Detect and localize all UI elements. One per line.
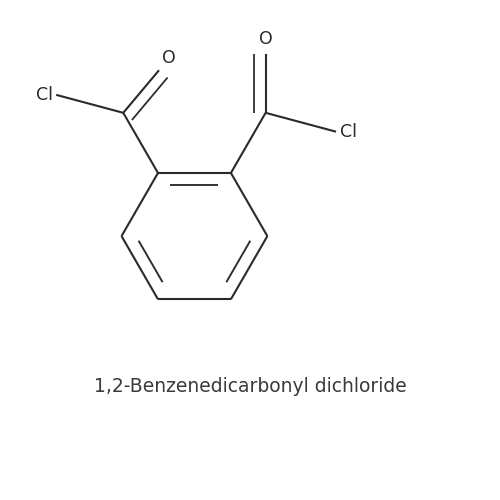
Text: Cl: Cl bbox=[36, 86, 52, 104]
Text: Cl: Cl bbox=[340, 122, 357, 140]
Text: O: O bbox=[259, 30, 272, 48]
Text: O: O bbox=[162, 49, 176, 67]
Text: 1,2-Benzenedicarbonyl dichloride: 1,2-Benzenedicarbonyl dichloride bbox=[94, 376, 406, 396]
